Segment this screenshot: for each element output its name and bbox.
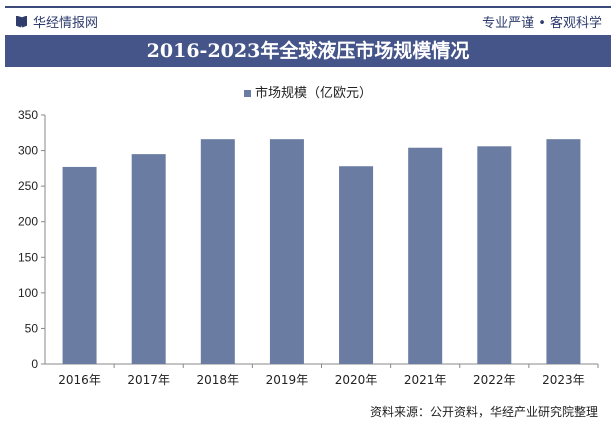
bar-2018年	[200, 139, 235, 364]
x-tick-label: 2020年	[335, 373, 378, 387]
y-tick-label: 150	[18, 250, 38, 264]
brand: 华经情报网	[16, 12, 98, 31]
brand-logo-icon	[16, 15, 27, 28]
chart-title: 2016-2023年全球液压市场规模情况	[5, 35, 611, 67]
slogan: 专业严谨 • 客观科学	[482, 16, 602, 31]
source-note: 资料来源：公开资料，华经产业研究院整理	[369, 405, 598, 419]
x-tick-label: 2016年	[58, 373, 101, 387]
y-tick-label: 0	[31, 357, 38, 371]
bar-2021年	[408, 147, 443, 364]
y-tick-label: 250	[18, 179, 38, 193]
x-tick-label: 2017年	[127, 373, 170, 387]
bar-2022年	[477, 146, 512, 364]
x-tick-label: 2022年	[473, 373, 516, 387]
y-tick-label: 200	[18, 215, 38, 229]
top-divider	[5, 6, 611, 8]
bar-2017年	[131, 154, 166, 364]
legend-label: 市场规模（亿欧元）	[254, 86, 372, 101]
legend-swatch	[243, 90, 251, 97]
y-tick-label: 350	[18, 108, 38, 122]
legend: 市场规模（亿欧元）	[0, 82, 616, 101]
y-tick-label: 300	[18, 144, 38, 158]
bar-2019年	[269, 139, 304, 364]
y-tick-label: 100	[18, 286, 38, 300]
x-tick-label: 2018年	[197, 373, 240, 387]
y-tick-label: 50	[25, 321, 39, 335]
bar-2020年	[339, 166, 374, 364]
bar-2023年	[546, 139, 581, 364]
brand-name: 华经情报网	[33, 16, 99, 31]
bar-2016年	[62, 166, 97, 364]
x-tick-label: 2021年	[404, 373, 447, 387]
x-tick-label: 2019年	[266, 373, 309, 387]
x-tick-label: 2023年	[542, 373, 585, 387]
